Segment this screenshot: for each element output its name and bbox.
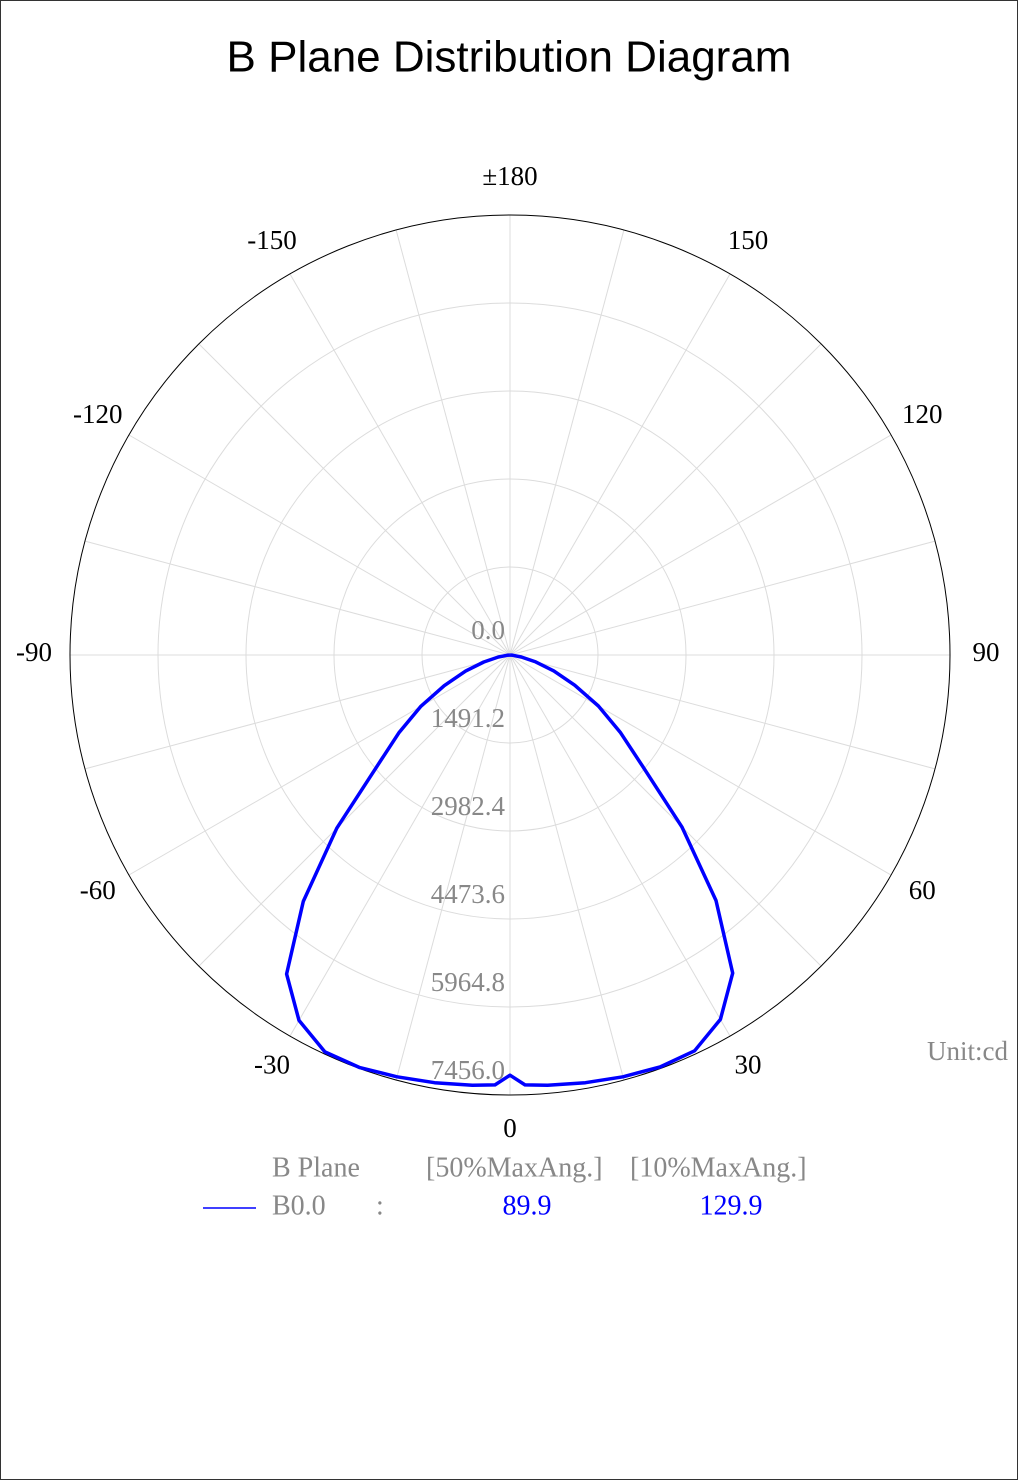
spoke-grid-line <box>289 654 511 1037</box>
spoke-grid-line <box>198 654 511 967</box>
beam-angle: 129.9 <box>700 1190 763 1221</box>
legend-header: [50%MaxAng.] <box>426 1152 603 1183</box>
theta-tick-label: ±180 <box>482 161 537 191</box>
unit-label: Unit:cd <box>927 1036 1008 1066</box>
legend-header: [10%MaxAng.] <box>630 1152 807 1183</box>
spoke-grid-line <box>84 654 511 770</box>
r-tick-label: 0.0 <box>471 615 505 645</box>
spoke-grid-line <box>84 540 511 656</box>
spoke-grid-line <box>128 654 511 876</box>
intensity-curve <box>284 653 735 1088</box>
spoke-grid-line <box>289 273 511 656</box>
ring-grid-line <box>333 478 687 832</box>
theta-tick-label: 30 <box>735 1049 762 1079</box>
spoke-grid-line <box>509 654 731 1037</box>
r-tick-label: 1491.2 <box>431 703 505 733</box>
spoke-grid-line <box>509 654 892 876</box>
spoke-grid-line <box>509 434 892 656</box>
spoke-grid-line <box>395 229 511 656</box>
theta-tick-label: -150 <box>247 225 297 255</box>
spoke-grid-line <box>128 434 511 656</box>
spoke-grid-line <box>198 343 511 656</box>
theta-tick-label: 90 <box>973 637 1000 667</box>
theta-tick-label: -60 <box>80 875 116 905</box>
ring-grid-line <box>421 566 599 744</box>
theta-tick-label: 120 <box>902 399 943 429</box>
spoke-grid-line <box>395 654 511 1081</box>
theta-tick-label: 150 <box>728 225 769 255</box>
ring-grid-line <box>245 390 775 920</box>
spoke-grid-line <box>509 654 936 770</box>
legend-series-name: B0.0 <box>272 1190 326 1221</box>
spoke-grid-line <box>509 273 731 656</box>
outer-circle <box>69 214 951 1096</box>
spoke-grid-line <box>509 343 822 656</box>
beam-angle: 89.9 <box>503 1190 552 1221</box>
theta-tick-label: 0 <box>503 1113 517 1143</box>
r-tick-label: 2982.4 <box>431 791 506 821</box>
spoke-grid-line <box>509 229 625 656</box>
spoke-grid-line <box>509 654 822 967</box>
r-tick-label: 5964.8 <box>431 967 505 997</box>
theta-tick-label: -30 <box>254 1049 290 1079</box>
r-tick-label: 4473.6 <box>431 879 505 909</box>
theta-tick-label: 60 <box>909 875 936 905</box>
legend-separator: : <box>376 1190 384 1221</box>
theta-tick-label: -120 <box>73 399 123 429</box>
chart-title: B Plane Distribution Diagram <box>227 33 792 82</box>
ring-grid-line <box>157 302 863 1008</box>
spoke-grid-line <box>509 540 936 656</box>
theta-tick-label: -90 <box>16 637 52 667</box>
r-tick-label: 7456.0 <box>431 1055 505 1085</box>
legend-header: B Plane <box>272 1152 360 1183</box>
spoke-grid-line <box>509 654 625 1081</box>
